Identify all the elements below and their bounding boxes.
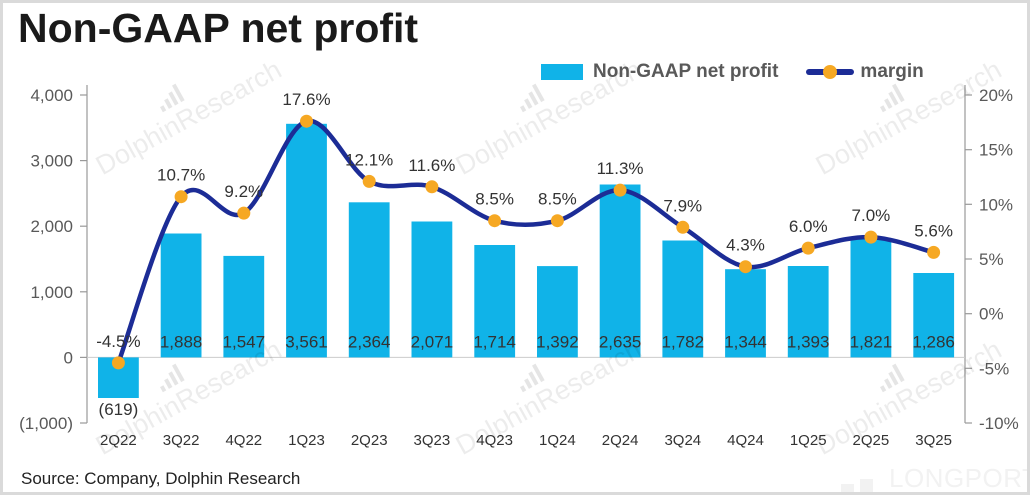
- svg-text:5%: 5%: [979, 250, 1004, 269]
- svg-text:1,392: 1,392: [536, 332, 579, 351]
- svg-text:1Q25: 1Q25: [790, 432, 827, 449]
- svg-text:1,393: 1,393: [787, 332, 830, 351]
- svg-text:0%: 0%: [979, 305, 1004, 324]
- svg-text:3Q25: 3Q25: [915, 432, 952, 449]
- svg-text:-4.5%: -4.5%: [96, 332, 140, 351]
- svg-text:1,000: 1,000: [30, 283, 73, 302]
- svg-text:0: 0: [64, 348, 73, 367]
- svg-text:1,714: 1,714: [473, 332, 516, 351]
- svg-text:2Q23: 2Q23: [351, 432, 388, 449]
- svg-text:9.2%: 9.2%: [224, 182, 263, 201]
- svg-text:3Q23: 3Q23: [414, 432, 451, 449]
- svg-text:3Q22: 3Q22: [163, 432, 200, 449]
- svg-text:2,071: 2,071: [411, 332, 454, 351]
- svg-text:(1,000): (1,000): [19, 414, 73, 433]
- svg-text:10%: 10%: [979, 195, 1013, 214]
- svg-text:1,888: 1,888: [160, 332, 203, 351]
- svg-text:1Q24: 1Q24: [539, 432, 576, 449]
- svg-text:17.6%: 17.6%: [282, 90, 330, 109]
- svg-text:4Q23: 4Q23: [476, 432, 513, 449]
- svg-text:10.7%: 10.7%: [157, 166, 205, 185]
- svg-text:5.6%: 5.6%: [914, 221, 953, 240]
- svg-text:2,364: 2,364: [348, 332, 391, 351]
- svg-text:-10%: -10%: [979, 414, 1019, 433]
- svg-text:-5%: -5%: [979, 359, 1009, 378]
- svg-text:11.6%: 11.6%: [408, 156, 455, 175]
- svg-text:8.5%: 8.5%: [475, 190, 514, 209]
- svg-text:11.3%: 11.3%: [597, 159, 644, 178]
- svg-text:4.3%: 4.3%: [726, 236, 765, 255]
- svg-text:4Q22: 4Q22: [225, 432, 262, 449]
- svg-text:1,344: 1,344: [724, 332, 767, 351]
- svg-text:15%: 15%: [979, 141, 1013, 160]
- svg-text:3Q24: 3Q24: [664, 432, 701, 449]
- svg-text:8.5%: 8.5%: [538, 190, 577, 209]
- svg-text:2,000: 2,000: [30, 217, 73, 236]
- svg-text:1,286: 1,286: [912, 332, 955, 351]
- svg-text:2,635: 2,635: [599, 332, 642, 351]
- svg-text:12.1%: 12.1%: [345, 150, 393, 169]
- svg-text:1,782: 1,782: [662, 332, 705, 351]
- svg-text:2Q22: 2Q22: [100, 432, 137, 449]
- svg-text:7.9%: 7.9%: [663, 196, 702, 215]
- svg-text:2Q24: 2Q24: [602, 432, 639, 449]
- svg-text:1,547: 1,547: [223, 332, 266, 351]
- svg-text:4Q24: 4Q24: [727, 432, 764, 449]
- svg-text:3,000: 3,000: [30, 152, 73, 171]
- svg-text:1,821: 1,821: [850, 332, 893, 351]
- svg-text:1Q23: 1Q23: [288, 432, 325, 449]
- svg-text:2Q25: 2Q25: [853, 432, 890, 449]
- svg-text:3,561: 3,561: [285, 332, 328, 351]
- svg-text:7.0%: 7.0%: [852, 206, 891, 225]
- svg-text:(619): (619): [99, 400, 139, 419]
- svg-text:4,000: 4,000: [30, 86, 73, 105]
- svg-text:6.0%: 6.0%: [789, 217, 828, 236]
- svg-text:20%: 20%: [979, 86, 1013, 105]
